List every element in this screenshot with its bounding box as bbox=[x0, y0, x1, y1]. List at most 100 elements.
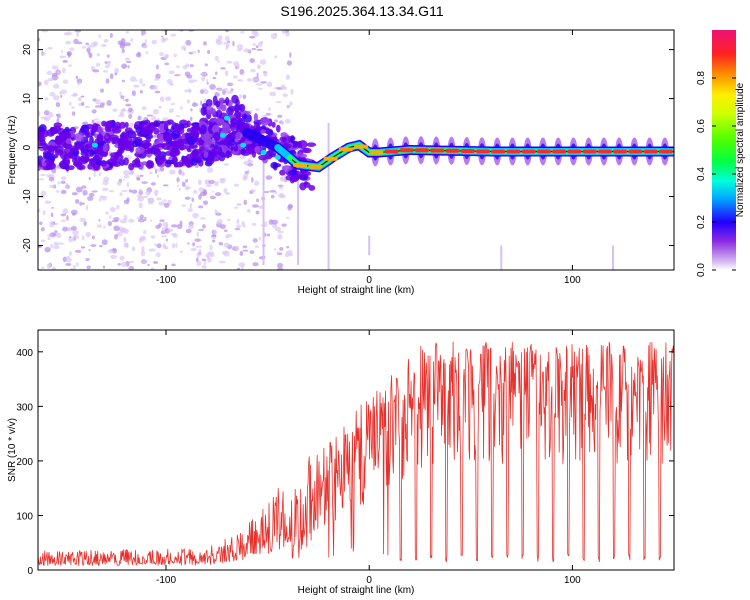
spectrogram-noise bbox=[246, 209, 251, 213]
spectrogram-noise bbox=[161, 35, 164, 38]
spectrogram-noise bbox=[51, 65, 59, 70]
spectrogram-noise bbox=[108, 190, 115, 193]
spectrogram-x-axis-title: Height of straight line (km) bbox=[298, 285, 415, 296]
spectrogram-noise bbox=[86, 47, 91, 53]
spectrogram-noise bbox=[214, 209, 218, 214]
snr-y-tick-label: 400 bbox=[16, 348, 33, 359]
spectrogram-noise bbox=[189, 64, 194, 68]
spectrogram-noise bbox=[53, 245, 60, 250]
spectrogram-band bbox=[153, 127, 160, 135]
spectrogram-noise bbox=[123, 214, 128, 221]
spectrogram-noise bbox=[187, 224, 195, 230]
spectrogram-noise bbox=[154, 193, 158, 197]
spectrogram-noise bbox=[70, 94, 77, 97]
spectrogram-noise bbox=[204, 63, 208, 67]
spectrogram-noise bbox=[47, 236, 51, 241]
spectrogram-noise bbox=[136, 177, 141, 181]
spectrogram-noise bbox=[175, 242, 178, 249]
spectrogram-band bbox=[166, 119, 174, 125]
spectrogram-noise bbox=[38, 110, 41, 117]
spectrogram-noise bbox=[269, 91, 277, 97]
spectrogram-noise bbox=[191, 102, 199, 107]
spectrogram-noise bbox=[66, 257, 72, 263]
spectrogram-noise bbox=[109, 207, 116, 213]
spectrogram-band bbox=[163, 123, 169, 131]
spectrogram-noise bbox=[236, 218, 240, 224]
spectrogram-noise bbox=[214, 55, 219, 62]
spectrogram-band bbox=[119, 121, 126, 129]
spectrogram-noise bbox=[85, 231, 91, 238]
spectrogram-noise bbox=[255, 45, 259, 49]
spectrogram-noise bbox=[243, 160, 248, 166]
colorbar-tick-label: 0.6 bbox=[696, 119, 707, 133]
spectrogram-band bbox=[203, 151, 209, 158]
spectrogram-noise bbox=[286, 250, 293, 255]
spectrogram-noise bbox=[212, 239, 216, 243]
spectrogram-noise bbox=[150, 235, 156, 239]
colorbar: 0.0 0.2 0.4 0.6 0.8 Normalized spectral ampl… bbox=[696, 30, 746, 277]
spectrogram-y-tick-label: -20 bbox=[22, 238, 33, 253]
spectrogram-noise bbox=[84, 105, 90, 109]
spectrogram-noise bbox=[196, 231, 199, 237]
spectrogram-noise bbox=[247, 162, 254, 167]
spectrogram-noise bbox=[40, 239, 46, 243]
spectrogram-noise bbox=[48, 176, 55, 182]
spectrogram-noise bbox=[59, 55, 67, 59]
spectrogram-noise bbox=[129, 170, 134, 176]
spectrogram-noise bbox=[226, 218, 231, 221]
spectrogram-noise bbox=[71, 111, 76, 116]
spectrogram-band bbox=[176, 126, 185, 135]
spectrogram-noise bbox=[209, 244, 213, 251]
spectrogram-band bbox=[38, 165, 41, 171]
spectrogram-noise bbox=[62, 59, 68, 63]
spectrogram-noise bbox=[128, 107, 133, 113]
spectrogram-noise bbox=[234, 228, 241, 231]
spectrogram-noise bbox=[239, 155, 246, 159]
spectrogram-noise bbox=[223, 163, 230, 166]
spectrogram-band bbox=[84, 152, 89, 158]
spectrogram-noise bbox=[128, 260, 135, 264]
spectrogram-band bbox=[188, 144, 198, 150]
spectrogram-band bbox=[135, 139, 142, 147]
spectrogram-noise bbox=[164, 53, 169, 58]
spectrogram-noise bbox=[82, 121, 89, 126]
spectrogram-noise bbox=[87, 196, 94, 201]
spectrogram-band bbox=[203, 141, 211, 149]
spectrogram-noise bbox=[163, 202, 170, 208]
spectrogram-noise bbox=[185, 228, 192, 234]
spectrogram-noise bbox=[203, 200, 209, 206]
spectrogram-noise bbox=[252, 262, 259, 267]
spectrogram-noise bbox=[62, 79, 69, 84]
spectrogram-noise bbox=[172, 233, 178, 239]
snr-x-axis-title: Height of straight line (km) bbox=[298, 585, 415, 596]
spectrogram-noise bbox=[285, 31, 290, 37]
spectrogram-noise bbox=[53, 83, 60, 89]
spectrogram-noise bbox=[206, 79, 209, 84]
spectrogram-noise bbox=[99, 244, 103, 248]
spectrogram-noise bbox=[234, 206, 239, 209]
spectrogram-noise bbox=[158, 105, 162, 109]
spectrogram-noise bbox=[128, 265, 135, 270]
spectrogram-noise bbox=[156, 197, 162, 201]
colorbar-tick-label: 0.8 bbox=[696, 71, 707, 85]
spectrogram-band bbox=[282, 165, 292, 172]
spectrogram-noise bbox=[252, 77, 260, 82]
spectrogram-noise bbox=[40, 190, 47, 197]
spectrogram-noise bbox=[104, 61, 108, 64]
spectrogram-band bbox=[74, 144, 80, 151]
spectrogram-noise bbox=[150, 267, 155, 270]
spectrogram-noise bbox=[143, 230, 147, 235]
spectrogram-noise bbox=[203, 41, 207, 46]
spectrogram-noise bbox=[243, 48, 250, 53]
spectrogram-noise bbox=[79, 217, 87, 223]
spectrogram-noise bbox=[39, 173, 47, 177]
spectrogram-noise bbox=[234, 245, 239, 252]
spectrogram-noise bbox=[139, 174, 144, 177]
spectrogram-band bbox=[258, 154, 268, 161]
spectrogram-noise bbox=[274, 119, 279, 123]
spectrogram-noise bbox=[255, 108, 260, 111]
spectrogram-noise bbox=[242, 94, 247, 99]
spectrogram-noise bbox=[116, 204, 120, 210]
spectrogram-noise bbox=[243, 173, 249, 180]
